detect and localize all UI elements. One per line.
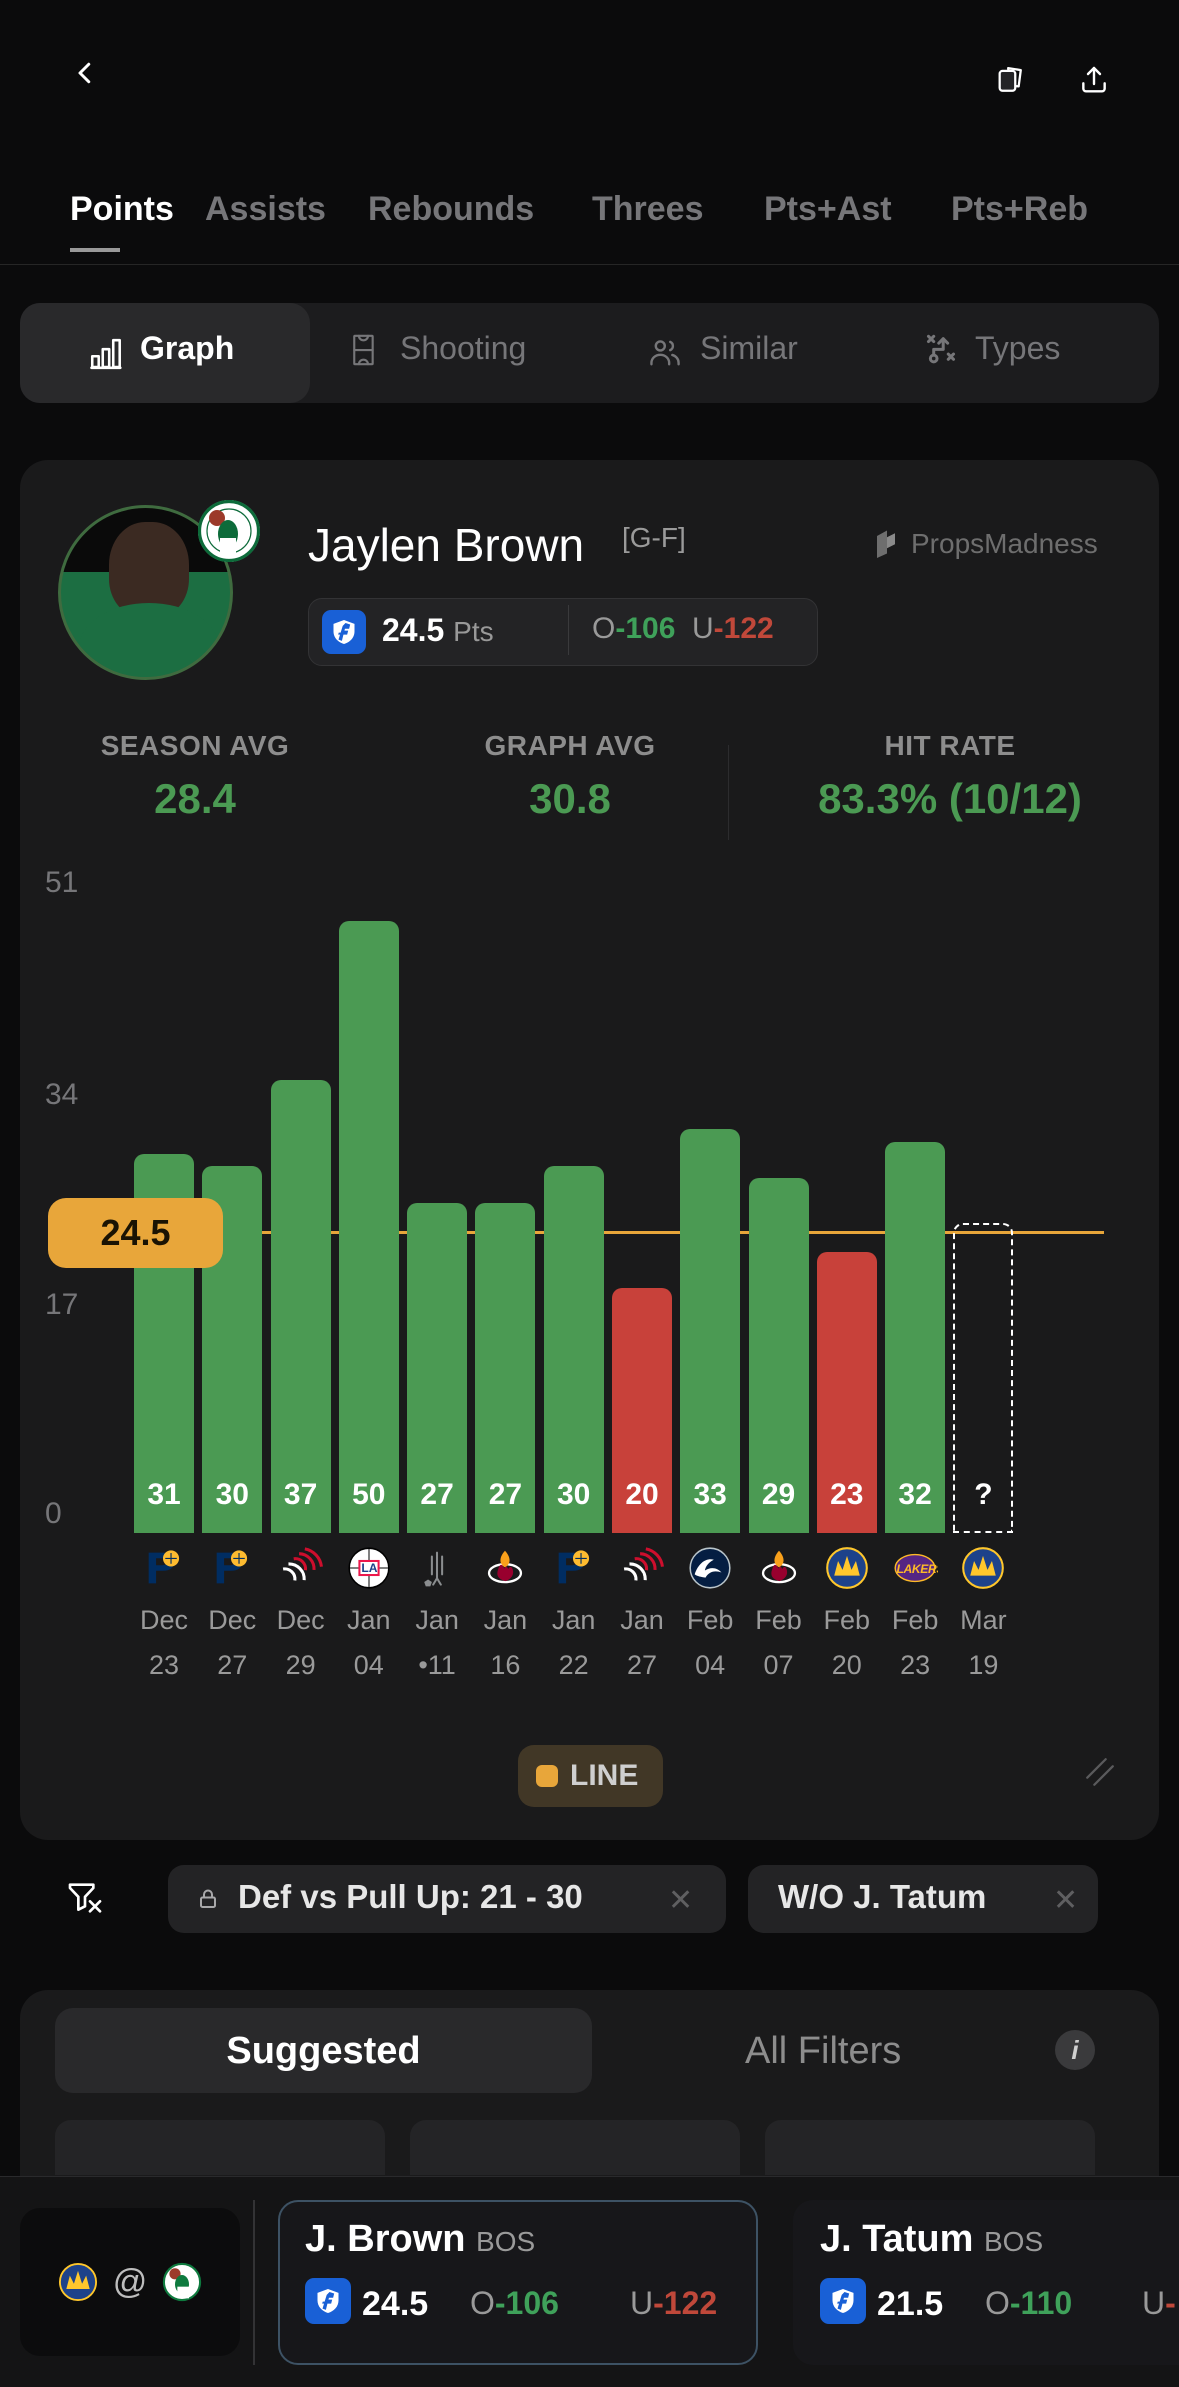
svg-text:LAKERS: LAKERS — [897, 1562, 939, 1576]
svg-text:LA: LA — [361, 1561, 377, 1575]
